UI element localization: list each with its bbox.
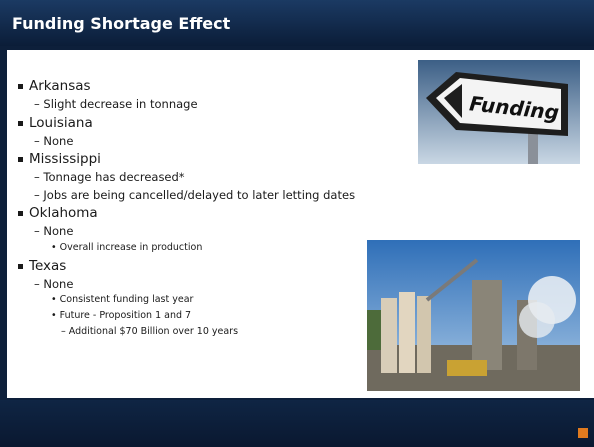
bullet-level-0: Arkansas: [19, 78, 355, 97]
bullet-level-0: Louisiana: [19, 115, 355, 134]
asphalt-plant-image: [367, 240, 580, 391]
bullet-text: None: [43, 277, 73, 291]
bullet-level-0: Texas: [19, 258, 355, 277]
bullet-level-1: Slight decrease in tonnage: [19, 97, 355, 115]
bullet-text: None: [43, 224, 73, 238]
bullet-list: Arkansas Slight decrease in tonnage Louisi…: [19, 78, 355, 342]
bullet-text: Arkansas: [29, 78, 91, 94]
bullet-level-0: Oklahoma: [19, 205, 355, 224]
bullet-text: Overall increase in production: [60, 242, 203, 253]
bullet-level-2: Overall increase in production: [19, 242, 355, 258]
title-bar: Funding Shortage Effect: [0, 0, 594, 46]
bullet-text: Additional $70 Billion over 10 years: [69, 326, 238, 337]
slide-title: Funding Shortage Effect: [12, 14, 230, 33]
bullet-text: Mississippi: [29, 151, 101, 167]
bullet-level-0: Mississippi: [19, 151, 355, 170]
bullet-text: Slight decrease in tonnage: [43, 97, 197, 111]
bullet-text: Texas: [29, 258, 66, 274]
bullet-text: Oklahoma: [29, 205, 98, 221]
funding-sign-image: Funding: [418, 60, 580, 164]
slide: Funding Shortage Effect Arkansas Slight d…: [0, 0, 594, 447]
bullet-text: None: [43, 134, 73, 148]
bullet-level-2: Future - Proposition 1 and 7: [19, 310, 355, 326]
bullet-text: Future - Proposition 1 and 7: [60, 310, 191, 321]
footer-bar: [0, 400, 594, 447]
bullet-level-3: Additional $70 Billion over 10 years: [19, 326, 355, 342]
bullet-level-2: Consistent funding last year: [19, 294, 355, 310]
page-number-box: [578, 428, 588, 438]
bullet-text: Jobs are being cancelled/delayed to late…: [43, 188, 355, 202]
bullet-text: Consistent funding last year: [60, 294, 194, 305]
bullet-level-1: None: [19, 134, 355, 152]
bullet-level-1: Jobs are being cancelled/delayed to late…: [19, 188, 355, 206]
bullet-level-1: None: [19, 224, 355, 242]
bullet-text: Louisiana: [29, 115, 93, 131]
bullet-text: Tonnage has decreased*: [43, 170, 184, 184]
bullet-level-1: Tonnage has decreased*: [19, 170, 355, 188]
bullet-level-1: None: [19, 277, 355, 295]
